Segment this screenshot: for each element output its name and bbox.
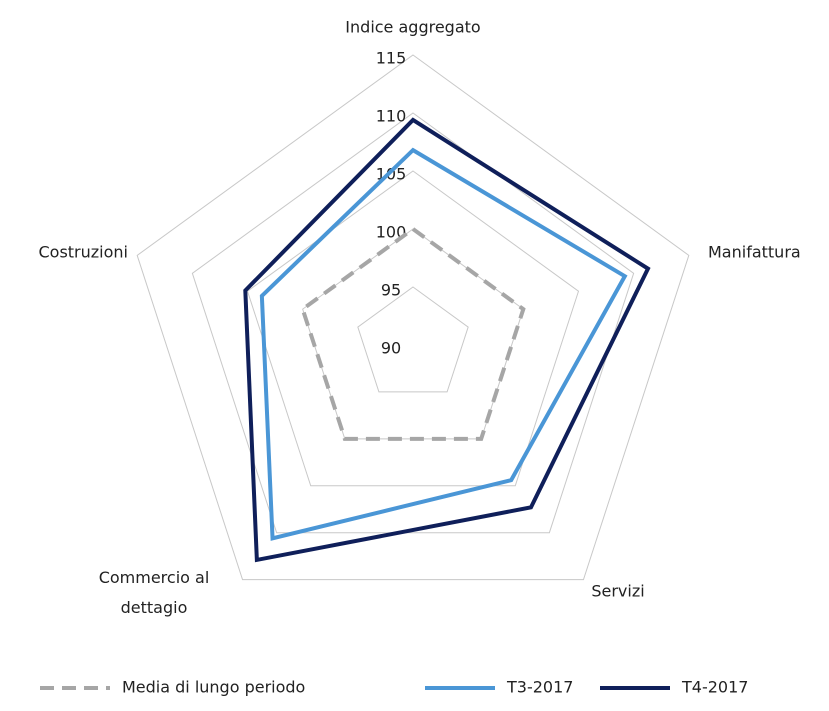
category-label-line: dettagio	[121, 598, 188, 617]
legend-label: Media di lungo periodo	[122, 678, 305, 697]
r-tick-label: 90	[381, 339, 401, 358]
r-tick-label: 110	[376, 107, 407, 126]
grid-ring	[136, 54, 690, 581]
category-label: Indice aggregato	[345, 18, 480, 37]
category-label: Servizi	[591, 582, 644, 601]
grid-ring	[246, 170, 580, 487]
grid-ring	[357, 286, 469, 393]
r-tick-label: 115	[376, 49, 407, 68]
category-label: Manifattura	[708, 243, 801, 262]
category-label: Commercio al dettagio	[99, 568, 210, 617]
legend-label: T3-2017	[506, 678, 573, 697]
series-line	[259, 147, 628, 541]
legend-label: T4-2017	[681, 678, 748, 697]
r-tick-label: 100	[376, 223, 407, 242]
grid-ring	[191, 112, 635, 534]
category-label: Costruzioni	[38, 243, 128, 262]
r-tick-label: 95	[381, 281, 401, 300]
category-label-line: Commercio al	[99, 568, 210, 587]
series-line	[243, 117, 651, 563]
series-line	[300, 226, 526, 441]
